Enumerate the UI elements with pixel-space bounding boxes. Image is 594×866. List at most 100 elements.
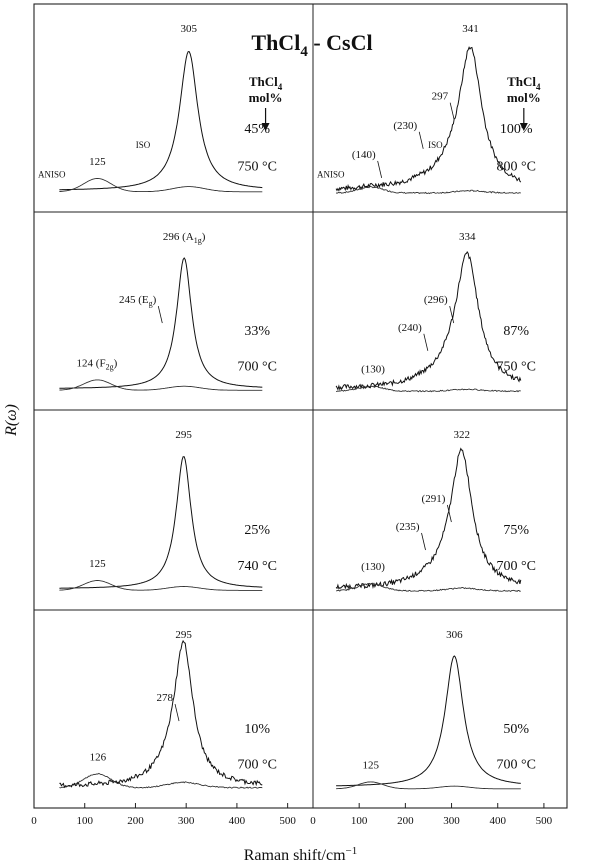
peak-label-p2-3: (140) — [352, 149, 376, 161]
x-tick-label: 200 — [397, 815, 414, 827]
peak-label-p7-0: 295 — [175, 629, 192, 641]
iso-spectrum-p3 — [59, 257, 263, 389]
peak-label-p2-2: (230) — [393, 120, 417, 132]
legend-header-unit: mol% — [249, 90, 283, 105]
composition-label-p5: 25% — [244, 523, 270, 538]
peak-label-p8-0: 306 — [446, 629, 463, 641]
x-tick-label: 200 — [127, 815, 144, 827]
iso-spectrum-p1 — [59, 51, 263, 191]
x-tick-label: 500 — [536, 815, 553, 827]
x-tick-label: 400 — [489, 815, 506, 827]
temperature-label-p5: 740 °C — [237, 559, 276, 574]
aniso-spectrum-p2 — [335, 186, 521, 195]
figure-frame — [33, 3, 568, 809]
aniso-spectrum-p3 — [59, 379, 263, 391]
peak-label-p2-0: 341 — [462, 23, 479, 35]
peak-pointer-p2-1 — [449, 102, 455, 120]
peak-label-p5-1: 125 — [89, 558, 106, 570]
legend-header-subscript: 4 — [278, 82, 283, 92]
peak-label-p3-1: 245 (Eg) — [119, 294, 157, 308]
peak-label-p2-1: 297 — [432, 91, 449, 103]
peak-label-p6-1: (291) — [422, 493, 446, 505]
aniso-spectrum-p4 — [335, 385, 521, 393]
x-tick-label: 100 — [351, 815, 368, 827]
iso-spectrum-p8 — [336, 655, 521, 787]
chart-title-rest: - CsCl — [308, 30, 373, 55]
peak-pointer-p6-2 — [421, 532, 426, 551]
iso-spectrum-p6 — [335, 447, 522, 591]
peak-label-p6-3: (130) — [361, 561, 385, 573]
peak-label-p1-1: 125 — [89, 156, 106, 168]
x-axis-label-exponent: −1 — [346, 845, 358, 857]
temperature-label-p8: 700 °C — [496, 757, 535, 772]
peak-label-p6-0: 322 — [453, 429, 470, 441]
iso-spectrum-p7 — [59, 639, 263, 789]
peak-pointer-p3-1 — [157, 305, 163, 324]
chart-title-subscript: 4 — [300, 44, 308, 60]
aniso-spectrum-p7 — [59, 772, 263, 789]
peak-pointer-p7-1 — [174, 703, 180, 722]
peak-label-p4-1: (296) — [424, 294, 448, 306]
legend-header-compound: ThCl4 — [249, 74, 283, 92]
peak-label-p3-2: 124 (F2g) — [77, 357, 118, 371]
composition-label-p2: 100% — [500, 122, 533, 137]
legend-header-unit: mol% — [507, 90, 541, 105]
x-tick-label: 300 — [178, 815, 195, 827]
temperature-label-p1: 750 °C — [237, 159, 276, 174]
peak-label-p5-0: 295 — [175, 429, 192, 441]
legend-header-compound: ThCl4 — [507, 74, 541, 92]
composition-label-p4: 87% — [503, 324, 529, 339]
peak-label-p1-0: 305 — [180, 23, 197, 35]
peak-label-p8-1: 125 — [362, 759, 379, 771]
peak-label-tail: ) — [114, 357, 118, 369]
chart-title: ThCl4 - CsCl — [251, 30, 372, 60]
x-tick-label: 100 — [76, 815, 93, 827]
temperature-label-p3: 700 °C — [237, 359, 276, 374]
iso-spectrum-p2 — [335, 46, 522, 192]
composition-label-p6: 75% — [503, 523, 529, 538]
peak-pointer-p6-1 — [446, 504, 452, 523]
peak-label-p2-5: ANISO — [317, 170, 345, 180]
peak-pointer-p2-3 — [377, 160, 383, 179]
x-tick-label: 0 — [31, 815, 37, 827]
x-tick-label: 400 — [229, 815, 246, 827]
peak-label-p7-1: 278 — [157, 692, 174, 704]
composition-label-p3: 33% — [244, 324, 270, 339]
peak-pointer-p2-2 — [418, 131, 424, 149]
peak-pointer-p4-1 — [449, 305, 455, 324]
peak-label-p6-2: (235) — [396, 521, 420, 533]
peak-label-p1-3: ANISO — [38, 170, 66, 180]
temperature-label-p7: 700 °C — [237, 757, 276, 772]
x-tick-label: 300 — [443, 815, 460, 827]
x-axis-label: Raman shift/cm−1 — [244, 845, 357, 864]
peak-label-subscript: 1g — [194, 236, 202, 245]
peak-pointer-p4-2 — [423, 333, 429, 351]
aniso-spectrum-p1 — [59, 178, 263, 193]
peak-label-p4-2: (240) — [398, 322, 422, 334]
peak-label-p2-4: ISO — [428, 140, 443, 150]
composition-label-p8: 50% — [503, 722, 529, 737]
peak-label-p4-3: (130) — [361, 364, 385, 376]
temperature-label-p2: 800 °C — [496, 159, 535, 174]
legend-header-arrowhead — [519, 123, 528, 131]
peak-label-subscript: 2g — [106, 362, 114, 371]
peak-label-subscript: g — [149, 299, 153, 308]
iso-spectrum-p5 — [59, 456, 263, 589]
aniso-spectrum-p5 — [59, 580, 263, 591]
peak-label-p3-0: 296 (A1g) — [163, 231, 206, 245]
temperature-label-p4: 750 °C — [496, 359, 535, 374]
y-axis-label: R(ω) — [3, 404, 20, 437]
composition-label-p7: 10% — [244, 722, 270, 737]
aniso-spectrum-p8 — [336, 781, 521, 790]
x-tick-label: 500 — [279, 815, 296, 827]
peak-label-tail: ) — [202, 231, 206, 243]
aniso-spectrum-p6 — [335, 582, 521, 592]
peak-label-tail: ) — [153, 294, 157, 306]
peak-label-p1-2: ISO — [136, 140, 151, 150]
peak-label-p4-0: 334 — [459, 231, 476, 243]
peak-label-p7-2: 126 — [90, 752, 107, 764]
x-tick-label: 0 — [310, 815, 316, 827]
temperature-label-p6: 700 °C — [496, 559, 535, 574]
legend-header-arrowhead — [261, 123, 270, 131]
